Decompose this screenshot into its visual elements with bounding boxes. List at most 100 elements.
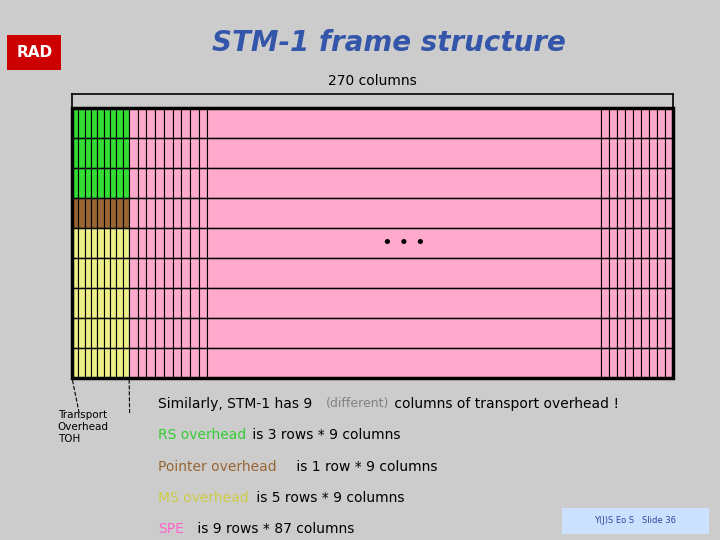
Bar xyxy=(164,288,173,318)
Bar xyxy=(78,108,85,138)
Bar xyxy=(91,168,97,198)
Bar xyxy=(138,258,146,288)
Bar xyxy=(625,228,633,258)
Bar xyxy=(190,228,199,258)
Bar xyxy=(665,168,673,198)
Bar xyxy=(104,168,110,198)
Bar xyxy=(641,258,649,288)
Bar xyxy=(625,198,633,228)
Bar xyxy=(199,168,207,198)
Bar xyxy=(117,348,123,378)
Bar xyxy=(104,318,110,348)
Bar xyxy=(110,288,117,318)
Bar xyxy=(85,228,91,258)
Bar xyxy=(91,288,97,318)
Bar xyxy=(164,168,173,198)
Bar xyxy=(601,108,609,138)
Bar xyxy=(72,258,78,288)
Bar xyxy=(657,288,665,318)
Bar xyxy=(633,168,641,198)
Bar xyxy=(85,288,91,318)
Bar xyxy=(164,138,173,168)
Bar xyxy=(657,168,665,198)
Bar xyxy=(617,138,625,168)
Text: SPE: SPE xyxy=(158,522,184,536)
Bar xyxy=(104,138,110,168)
Bar xyxy=(146,288,156,318)
Bar xyxy=(129,318,138,348)
Bar xyxy=(625,168,633,198)
Bar xyxy=(641,228,649,258)
Bar xyxy=(117,258,123,288)
Bar xyxy=(173,258,181,288)
Bar xyxy=(156,318,164,348)
Bar xyxy=(156,168,164,198)
Bar xyxy=(85,348,91,378)
Bar xyxy=(633,228,641,258)
Bar xyxy=(104,258,110,288)
Bar xyxy=(665,348,673,378)
Bar xyxy=(609,348,617,378)
Bar xyxy=(173,318,181,348)
Bar xyxy=(164,318,173,348)
Bar xyxy=(609,168,617,198)
Bar xyxy=(123,198,129,228)
Bar xyxy=(173,198,181,228)
Text: Pointer overhead: Pointer overhead xyxy=(158,460,277,474)
Bar xyxy=(146,228,156,258)
Bar xyxy=(138,108,146,138)
Bar xyxy=(633,348,641,378)
Bar xyxy=(117,228,123,258)
Text: is 3 rows * 9 columns: is 3 rows * 9 columns xyxy=(248,428,401,442)
Bar xyxy=(625,318,633,348)
Bar xyxy=(609,138,617,168)
Bar xyxy=(72,228,78,258)
Bar xyxy=(641,198,649,228)
Bar xyxy=(156,138,164,168)
Bar xyxy=(91,318,97,348)
Bar xyxy=(207,318,601,348)
Bar xyxy=(85,318,91,348)
Bar xyxy=(199,258,207,288)
Bar xyxy=(78,258,85,288)
Bar xyxy=(97,168,104,198)
Bar xyxy=(156,108,164,138)
Bar xyxy=(78,318,85,348)
Bar xyxy=(110,348,117,378)
Text: Similarly, STM-1 has 9: Similarly, STM-1 has 9 xyxy=(158,397,317,411)
Bar xyxy=(97,348,104,378)
Bar xyxy=(207,138,601,168)
Bar xyxy=(110,168,117,198)
Bar xyxy=(181,258,190,288)
Bar xyxy=(138,288,146,318)
Text: MS overhead: MS overhead xyxy=(158,491,249,505)
Bar xyxy=(207,348,601,378)
Bar xyxy=(633,318,641,348)
Bar xyxy=(641,318,649,348)
Bar xyxy=(91,348,97,378)
Bar xyxy=(190,288,199,318)
Bar xyxy=(72,198,78,228)
Text: is 5 rows * 9 columns: is 5 rows * 9 columns xyxy=(252,491,405,505)
Bar xyxy=(72,108,78,138)
Bar xyxy=(625,138,633,168)
Bar xyxy=(173,168,181,198)
Bar xyxy=(199,288,207,318)
Bar xyxy=(72,108,673,378)
Bar xyxy=(649,258,657,288)
Bar xyxy=(146,348,156,378)
Bar xyxy=(657,108,665,138)
Bar xyxy=(72,138,78,168)
Bar xyxy=(146,108,156,138)
Bar xyxy=(164,348,173,378)
Bar xyxy=(601,318,609,348)
Bar xyxy=(129,258,138,288)
Bar xyxy=(97,138,104,168)
Bar xyxy=(78,228,85,258)
Bar xyxy=(190,138,199,168)
Bar xyxy=(562,508,709,534)
Bar xyxy=(85,258,91,288)
Bar xyxy=(199,348,207,378)
Bar xyxy=(199,198,207,228)
Bar xyxy=(138,198,146,228)
